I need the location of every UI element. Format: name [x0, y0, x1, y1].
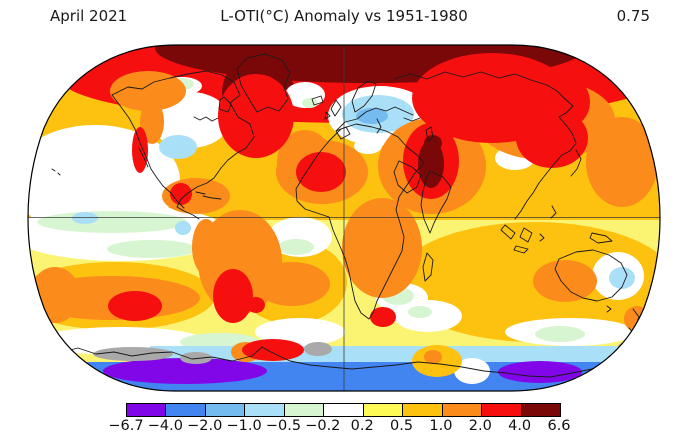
- anomaly-fill-layers: [28, 45, 660, 391]
- period-label: April 2021: [50, 7, 128, 25]
- colorbar-tick-label: 4.0: [508, 418, 532, 434]
- coastline-greenland: [236, 53, 291, 113]
- colorbar-tick-label: −6.7: [108, 418, 144, 434]
- colorbar-segment-6: [362, 404, 403, 416]
- global-mean-value: 0.75: [616, 7, 650, 25]
- colorbar-segment-5: [323, 404, 363, 416]
- colorbar-segment-3: [244, 404, 284, 416]
- colorbar-segment-1: [165, 404, 205, 416]
- colorbar-segment-9: [481, 404, 521, 416]
- colorbar-tick-label: 0.2: [350, 418, 374, 434]
- colorbar-tick-label: 0.5: [390, 418, 414, 434]
- colorbar-segment-8: [441, 404, 482, 416]
- colorbar-tick-label: −1.0: [226, 418, 262, 434]
- colorbar-tick-label: −0.2: [305, 418, 341, 434]
- coastline-europe: [335, 106, 434, 142]
- coastline-asia: [393, 71, 582, 220]
- colorbar-segment-4: [283, 404, 324, 416]
- graticule: [28, 45, 660, 391]
- colorbar-segment-2: [204, 404, 245, 416]
- coastline-arabia: [393, 160, 422, 194]
- colorbar-tick-label: −2.0: [187, 418, 223, 434]
- colorbar-tick-label: 6.6: [547, 418, 571, 434]
- coastline-india: [420, 170, 452, 234]
- colorbar-tick-label: 1.0: [429, 418, 453, 434]
- colorbar-tick-label: −0.5: [265, 418, 302, 434]
- colorbar-segment-7: [402, 404, 442, 416]
- colorbar-segment-0: [127, 404, 166, 416]
- colorbar-tick-label: −4.0: [147, 418, 183, 434]
- colorbar-tick-label: 2.0: [468, 418, 492, 434]
- coastline-antarctica: [61, 346, 613, 378]
- colorbar: [126, 403, 561, 417]
- colorbar-segment-10: [520, 404, 560, 416]
- coastline-north-america: [111, 70, 255, 220]
- coastline-australia: [554, 249, 640, 340]
- coastlines: [51, 53, 640, 378]
- projection-outline: [27, 44, 661, 392]
- coastline-se-asia: [500, 205, 613, 254]
- coastline-africa: [295, 123, 425, 320]
- colorbar-labels: −6.7 −4.0 −2.0 −1.0 −0.5 −0.2 0.2 0.5 1.0 2.0 4.0 6…: [0, 418, 686, 438]
- figure-title: L-OTI(°C) Anomaly vs 1951-1980: [220, 7, 468, 25]
